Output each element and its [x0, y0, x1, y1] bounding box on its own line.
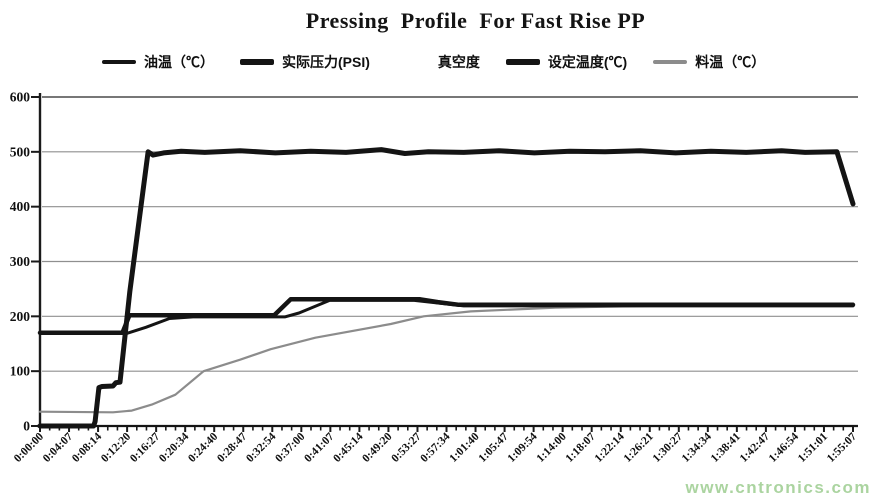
legend: 油温（℃） 实际压力(PSI) 真空度 设定温度(℃) 料温（℃） — [102, 52, 765, 72]
x-tick-label: 1:42:47 — [738, 430, 772, 464]
y-tick-label: 600 — [10, 90, 31, 105]
x-tick-label: 1:38:41 — [709, 430, 743, 464]
x-tick-label: 0:32:54 — [244, 430, 278, 464]
x-tick-label: 1:34:34 — [680, 430, 714, 464]
legend-item: 油温（℃） — [102, 52, 214, 72]
watermark: www.cntronics.com — [685, 478, 871, 497]
y-tick-label: 500 — [10, 144, 31, 159]
legend-item-label: 油温（℃） — [144, 54, 214, 70]
legend-item: 实际压力(PSI) — [240, 52, 370, 72]
legend-item: 真空度 — [396, 52, 480, 72]
x-tick-label: 0:00:00 — [12, 430, 46, 464]
x-tick-label: 1:22:14 — [593, 430, 627, 464]
x-tick-label: 1:14:00 — [535, 430, 569, 464]
x-tick-label: 0:49:20 — [360, 430, 394, 464]
x-tick-label: 1:46:54 — [767, 430, 801, 464]
x-tick-label: 0:41:07 — [302, 430, 336, 464]
x-tick-label: 1:09:54 — [505, 430, 539, 464]
x-tick-label: 1:30:27 — [651, 430, 685, 464]
chart-title: Pressing Profile For Fast Rise PP — [305, 8, 646, 33]
y-tick-label: 300 — [10, 254, 31, 269]
y-tick-label: 100 — [10, 364, 31, 379]
legend-item: 设定温度(℃) — [505, 52, 628, 72]
x-tick-label: 0:12:20 — [99, 430, 133, 464]
y-tick-label: 200 — [10, 309, 31, 324]
legend-item-label: 料温（℃） — [695, 54, 766, 70]
series-line-4 — [38, 304, 855, 414]
legend-swatch-line — [653, 60, 688, 64]
x-tick-label: 0:45:14 — [331, 430, 365, 464]
x-tick-label: 0:28:47 — [215, 430, 249, 464]
x-tick-label: 0:57:34 — [418, 430, 452, 464]
legend-item-label: 设定温度(℃) — [547, 54, 628, 70]
x-tick-label: 0:16:27 — [128, 430, 162, 464]
legend-swatch-line — [240, 58, 274, 66]
legend-item-label: 实际压力(PSI) — [282, 54, 370, 70]
x-tick-label: 0:20:34 — [157, 430, 191, 464]
legend-item-label: 真空度 — [437, 54, 480, 70]
x-tick-label: 1:51:01 — [796, 430, 830, 464]
x-tick-label: 1:01:40 — [447, 430, 481, 464]
series-line-1 — [37, 147, 856, 429]
x-tick-label: 0:53:27 — [389, 430, 423, 464]
x-tick-label: 1:26:21 — [622, 430, 656, 464]
x-tick-label: 0:24:40 — [186, 430, 220, 464]
y-tick-label: 0 — [23, 419, 30, 434]
legend-item: 料温（℃） — [653, 52, 765, 72]
x-tick-label: 1:05:47 — [476, 430, 510, 464]
x-tick-label: 1:55:07 — [825, 430, 859, 464]
legend-swatch-line — [505, 59, 540, 65]
y-tick-label: 400 — [10, 199, 31, 214]
x-tick-label: 0:04:07 — [41, 430, 75, 464]
x-tick-label: 0:37:00 — [273, 430, 307, 464]
legend-swatch-line — [102, 59, 136, 65]
x-tick-label: 0:08:14 — [70, 430, 104, 464]
x-tick-label: 1:18:07 — [564, 430, 598, 464]
